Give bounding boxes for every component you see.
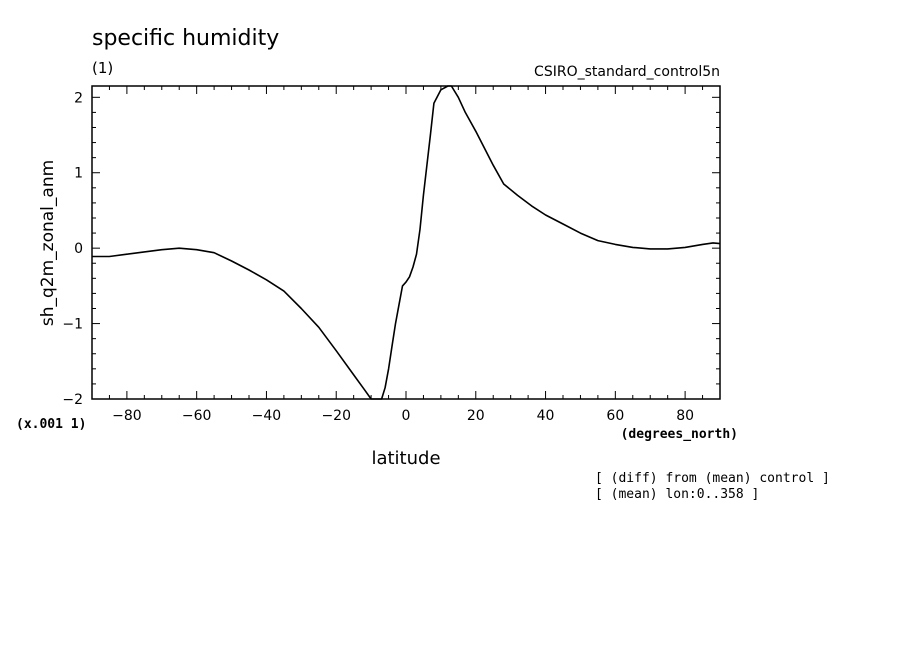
x-tick-label: −40 bbox=[252, 408, 282, 424]
x-tick-label: 0 bbox=[402, 408, 411, 424]
axis-tick-labels: −80 −60 −40 −20 0 20 40 60 80 −2 −1 0 1 2 bbox=[62, 90, 694, 424]
x-tick-label: 20 bbox=[467, 408, 485, 424]
y-tick-label: 2 bbox=[74, 90, 83, 106]
y-scale-label: (x.001 1) bbox=[16, 417, 86, 432]
note-mean: [ (mean) lon:0..358 ] bbox=[595, 487, 759, 502]
x-units-label: (degrees_north) bbox=[621, 427, 738, 442]
y-tick-label: 0 bbox=[74, 241, 83, 257]
x-tick-label: 80 bbox=[676, 408, 694, 424]
plot-frame bbox=[91, 85, 721, 400]
y-tick-label: −2 bbox=[62, 392, 83, 408]
x-axis-label: latitude bbox=[371, 448, 440, 469]
x-tick-label: 40 bbox=[537, 408, 555, 424]
series-line bbox=[92, 85, 721, 400]
y-axis-label: sh_q2m_zonal_anm bbox=[38, 160, 58, 326]
x-tick-label: −60 bbox=[182, 408, 212, 424]
x-tick-label: 60 bbox=[606, 408, 624, 424]
run-label: CSIRO_standard_control5n bbox=[534, 64, 720, 80]
x-tick-label: −20 bbox=[321, 408, 351, 424]
y-tick-label: −1 bbox=[62, 317, 83, 333]
note-diff: [ (diff) from (mean) control ] bbox=[595, 471, 830, 486]
axis-ticks bbox=[91, 86, 721, 400]
chart-subtitle: (1) bbox=[92, 59, 113, 77]
chart-title: specific humidity bbox=[92, 26, 279, 51]
x-tick-label: −80 bbox=[112, 408, 142, 424]
y-tick-label: 1 bbox=[74, 166, 83, 182]
